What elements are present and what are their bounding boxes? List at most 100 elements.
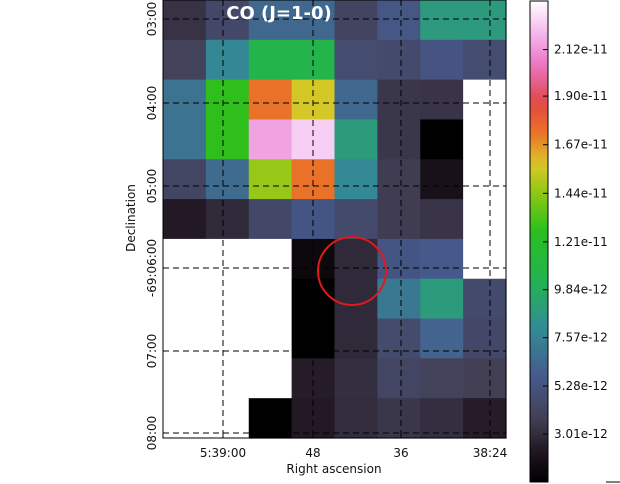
heatmap-cell <box>420 398 464 439</box>
y-tick-label: 03:00 <box>145 2 159 37</box>
colorbar-tick-label: 5.28e-12 <box>554 379 608 393</box>
heatmap-cell <box>463 0 507 41</box>
heatmap-cell <box>163 278 207 320</box>
x-tick-label: 36 <box>393 446 408 460</box>
heatmap-cell <box>205 159 250 200</box>
heatmap-cell <box>205 0 250 41</box>
heatmap-cell <box>163 238 207 280</box>
x-tick-label: 38:24 <box>473 446 508 460</box>
heatmap-cell <box>420 39 464 81</box>
heatmap-cell <box>334 318 378 359</box>
heatmap-cell <box>420 159 464 200</box>
axis-ticks <box>163 18 491 438</box>
heatmap-cell <box>163 398 207 439</box>
colorbar-tick-label: 7.57e-12 <box>554 331 608 345</box>
heatmap-cell <box>248 398 293 439</box>
heatmap-cell <box>377 39 421 81</box>
heatmap-cell <box>463 398 507 439</box>
region-circle-marker <box>317 236 387 306</box>
heatmap-cell <box>248 159 293 200</box>
y-tick-label: 08:00 <box>145 416 159 451</box>
heatmap-cell <box>377 199 421 240</box>
heatmap-cell <box>163 79 207 121</box>
heatmap-cell <box>463 278 507 320</box>
colorbar-tick-label: 1.44e-11 <box>554 186 608 200</box>
heatmap-cell <box>463 39 507 81</box>
heatmap-cell <box>205 398 250 439</box>
heatmap-cell <box>420 199 464 240</box>
colorbar-tick-label: 1.90e-11 <box>554 89 608 103</box>
heatmap-cell <box>334 39 378 81</box>
heatmap-cell <box>205 39 250 81</box>
heatmap-cell <box>205 238 250 280</box>
heatmap-cell <box>463 318 507 359</box>
heatmap-cell <box>334 159 378 200</box>
heatmap-cell <box>377 0 421 41</box>
heatmap-cell <box>205 199 250 240</box>
y-tick-label: 05:00 <box>145 169 159 204</box>
heatmap-cell <box>420 119 464 160</box>
heatmap-cell <box>163 199 207 240</box>
heatmap-cell <box>163 0 207 41</box>
plot-frame <box>162 0 507 439</box>
heatmap-cell <box>334 119 378 160</box>
heatmap-cell <box>420 238 464 280</box>
heatmap-cell <box>334 199 378 240</box>
heatmap-cell <box>248 0 293 41</box>
y-tick-label: -69:06:00 <box>145 239 159 297</box>
colorbar-tick-label: 3.01e-12 <box>554 427 608 441</box>
heatmap-cell <box>420 278 464 320</box>
heatmap-cell <box>463 79 507 121</box>
heatmap-cell <box>248 119 293 160</box>
colorbar-tick-label: 1.21e-11 <box>554 235 608 249</box>
heatmap-cell <box>205 79 250 121</box>
heatmap-cell <box>248 39 293 81</box>
heatmap-cell <box>377 398 421 439</box>
heatmap-cell <box>463 159 507 200</box>
heatmap-cell <box>377 318 421 359</box>
x-axis-label: Right ascension <box>286 462 381 476</box>
colorbar-tick-label: 9.84e-12 <box>554 283 608 297</box>
heatmap-cell <box>377 79 421 121</box>
heatmap-cell <box>334 238 378 280</box>
heatmap-cell <box>463 358 507 399</box>
heatmap-cell <box>163 318 207 359</box>
coordinate-grid <box>163 0 506 438</box>
heatmap-cell <box>420 318 464 359</box>
heatmap-cell <box>248 238 293 280</box>
colorbar-tick-label: 2.12e-11 <box>554 43 608 57</box>
heatmap-cell <box>377 278 421 320</box>
heatmap-cell <box>205 119 250 160</box>
heatmap-cell <box>248 318 293 359</box>
colorbar-tick-label: 1.67e-11 <box>554 138 608 152</box>
y-tick-label: 04:00 <box>145 86 159 121</box>
heatmap-cell <box>334 0 378 41</box>
heatmap-cell <box>463 119 507 160</box>
heatmap-cell <box>420 358 464 399</box>
heatmap-cell <box>248 79 293 121</box>
heatmap-cell <box>377 358 421 399</box>
heatmap-cell <box>463 238 507 280</box>
chart-title: CO (J=1-0) <box>226 3 332 24</box>
heatmap-cell <box>420 0 464 41</box>
x-tick-label: 5:39:00 <box>200 446 246 460</box>
heatmap-cell <box>163 119 207 160</box>
heatmap-cell <box>334 398 378 439</box>
heatmap-cell <box>163 39 207 81</box>
heatmap-cell <box>463 199 507 240</box>
heatmap-cell <box>377 159 421 200</box>
heatmap-cells <box>163 0 507 439</box>
heatmap-cell <box>420 79 464 121</box>
heatmap-cell <box>163 358 207 399</box>
colorbar-tick-labels: 2.12e-11 1.90e-11 1.67e-11 1.44e-11 1.21e-11… <box>543 43 620 483</box>
heatmap-cell <box>377 119 421 160</box>
heatmap-cell <box>334 358 378 399</box>
y-axis-label: Declination <box>124 184 138 252</box>
heatmap-cell <box>205 318 250 359</box>
heatmap-cell <box>248 358 293 399</box>
heatmap-cell <box>248 278 293 320</box>
heatmap-cell <box>334 79 378 121</box>
y-tick-labels: 03:00 04:00 05:00 -69:06:00 07:00 08:00 <box>145 2 159 451</box>
y-tick-label: 07:00 <box>145 334 159 369</box>
